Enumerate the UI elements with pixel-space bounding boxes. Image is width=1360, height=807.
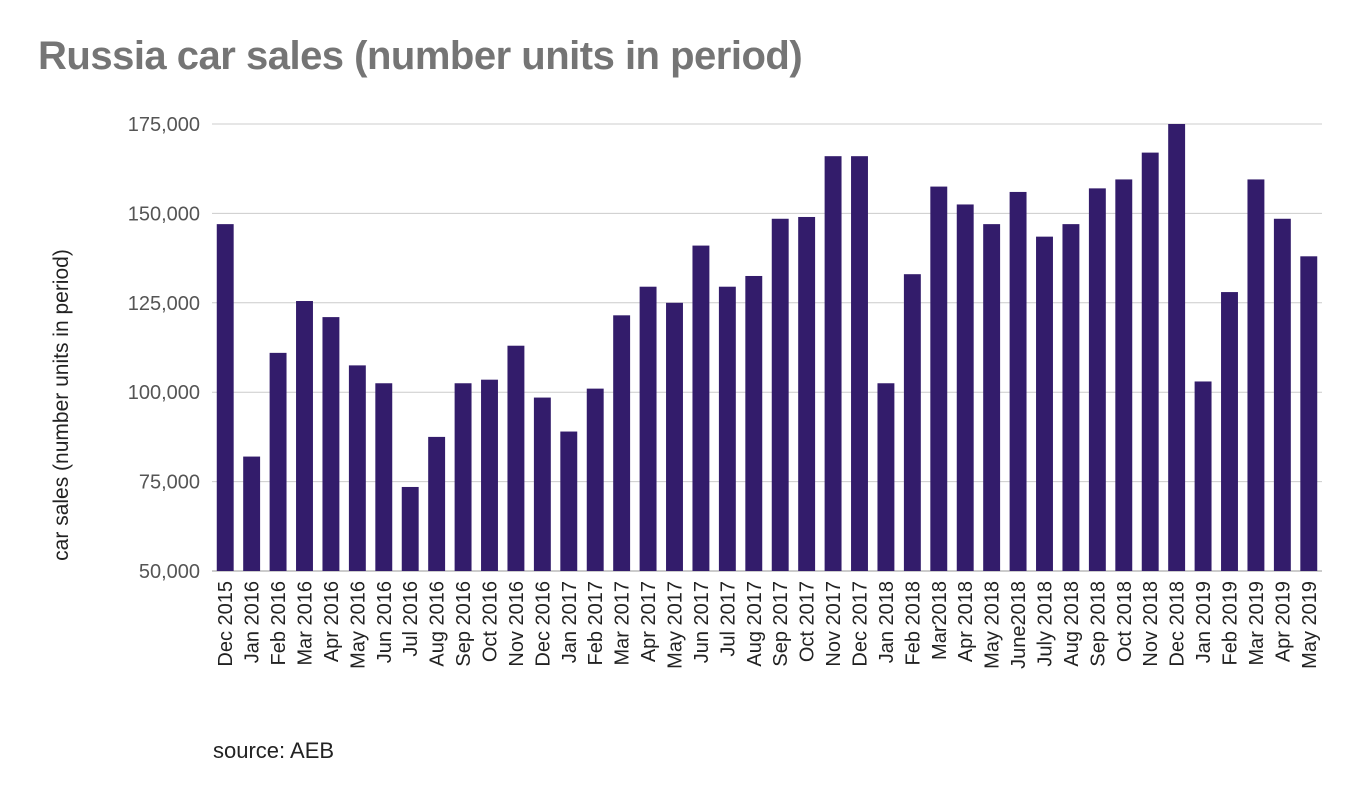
bar xyxy=(851,156,868,571)
x-tick-label: Aug 2016 xyxy=(427,581,449,667)
y-tick-label: 175,000 xyxy=(128,114,200,136)
x-tick-label: Sep 2017 xyxy=(770,581,792,667)
bar xyxy=(771,218,789,571)
x-tick-label: Nov 2017 xyxy=(823,581,845,667)
x-tick-label: Mar 2017 xyxy=(612,581,634,666)
bar xyxy=(1168,124,1186,571)
source-note: source: AEB xyxy=(213,738,335,763)
bar xyxy=(798,216,816,571)
x-tick-label: Dec 2015 xyxy=(215,581,237,667)
bar xyxy=(1141,152,1159,571)
bar xyxy=(560,431,578,571)
bar xyxy=(745,275,763,571)
x-tick-label: Oct 2017 xyxy=(797,581,819,662)
x-tick-label: Apr 2016 xyxy=(321,581,343,662)
bar xyxy=(1062,224,1080,572)
gridlines xyxy=(212,123,1322,572)
bar xyxy=(1221,292,1238,571)
x-tick-label: Jul 2016 xyxy=(400,581,422,657)
x-tick-label: Feb 2017 xyxy=(585,581,607,666)
x-tick-label: Jan 2018 xyxy=(876,581,898,663)
bar xyxy=(718,286,736,571)
bar xyxy=(639,286,657,571)
y-tick-label: 50,000 xyxy=(139,561,200,583)
y-tick-label: 100,000 xyxy=(128,382,200,404)
x-tick-label: Aug 2018 xyxy=(1061,581,1083,667)
x-tick-label: Oct 2018 xyxy=(1114,581,1136,662)
x-tick-label: Dec 2018 xyxy=(1167,581,1189,667)
x-tick-label: June2018 xyxy=(1008,581,1030,669)
x-tick-label: Sep 2018 xyxy=(1087,581,1109,667)
bar xyxy=(903,274,921,571)
x-tick-label: Apr 2019 xyxy=(1272,581,1294,662)
x-tick-label: Oct 2016 xyxy=(480,581,502,662)
x-tick-label: Jun 2016 xyxy=(374,581,396,663)
bar xyxy=(243,456,261,571)
x-tick-label: Apr 2017 xyxy=(638,581,660,662)
y-tick-label: 125,000 xyxy=(128,293,200,315)
x-tick-label: Dec 2016 xyxy=(532,581,554,667)
x-tick-labels: Dec 2015 Jan 2016 Feb 2016 Mar 2016 Apr 2016… xyxy=(215,581,1321,669)
x-tick-label: Mar 2019 xyxy=(1246,581,1268,666)
bar xyxy=(533,397,551,571)
x-tick-label: May 2016 xyxy=(347,581,369,669)
x-tick-label: Jan 2017 xyxy=(559,581,581,663)
bar xyxy=(1247,179,1265,572)
bar xyxy=(348,365,366,571)
x-tick-label: May 2017 xyxy=(665,581,687,669)
bar xyxy=(586,388,604,571)
bar xyxy=(1300,256,1318,571)
bar xyxy=(375,383,393,571)
x-tick-label: Sep 2016 xyxy=(453,581,475,667)
bar xyxy=(1036,236,1053,572)
bar xyxy=(1115,179,1133,572)
x-tick-label: May 2019 xyxy=(1299,581,1321,669)
bar xyxy=(454,383,472,571)
y-tick-label: 150,000 xyxy=(128,203,200,225)
x-tick-label: May 2018 xyxy=(982,581,1004,669)
bar xyxy=(930,186,948,571)
x-tick-label: Feb 2016 xyxy=(268,581,290,666)
y-axis-label: car sales (number units in period) xyxy=(50,249,73,561)
x-tick-label: Nov 2016 xyxy=(506,581,528,667)
bar xyxy=(401,486,419,571)
bar xyxy=(613,315,631,571)
bar xyxy=(269,352,287,571)
x-tick-label: Jun 2017 xyxy=(691,581,713,663)
bar xyxy=(1273,218,1291,571)
bar xyxy=(322,317,340,571)
bar xyxy=(956,204,974,571)
bar xyxy=(666,302,683,571)
bar xyxy=(1009,191,1027,571)
bar xyxy=(481,379,498,571)
x-tick-label: Mar 2016 xyxy=(295,581,317,666)
bar xyxy=(983,224,1001,572)
chart-title: Russia car sales (number units in period… xyxy=(38,34,803,78)
x-tick-label: Jan 2019 xyxy=(1193,581,1215,663)
x-tick-label: July 2018 xyxy=(1035,581,1057,667)
x-tick-label: Apr 2018 xyxy=(955,581,977,662)
y-tick-label: 75,000 xyxy=(139,472,200,494)
x-tick-label: Nov 2018 xyxy=(1140,581,1162,667)
bar xyxy=(216,224,234,572)
y-tick-labels: 50,000 75,000 100,000 125,000 150,000 175,000 xyxy=(128,114,200,583)
x-tick-label: Jan 2016 xyxy=(242,581,264,663)
bar xyxy=(507,345,525,571)
x-tick-label: Jul 2017 xyxy=(717,581,739,657)
x-tick-label: Feb 2018 xyxy=(902,581,924,666)
x-tick-label: Dec 2017 xyxy=(850,581,872,667)
bars xyxy=(216,124,1318,572)
bar xyxy=(877,383,895,571)
bar xyxy=(1194,381,1212,571)
x-tick-label: Aug 2017 xyxy=(744,581,766,667)
bar xyxy=(1088,188,1106,572)
bar xyxy=(692,245,710,572)
bar xyxy=(296,301,313,571)
x-tick-label: Mar2018 xyxy=(929,581,951,660)
bar xyxy=(428,436,446,571)
bar xyxy=(824,156,842,571)
x-tick-label: Feb 2019 xyxy=(1220,581,1242,666)
